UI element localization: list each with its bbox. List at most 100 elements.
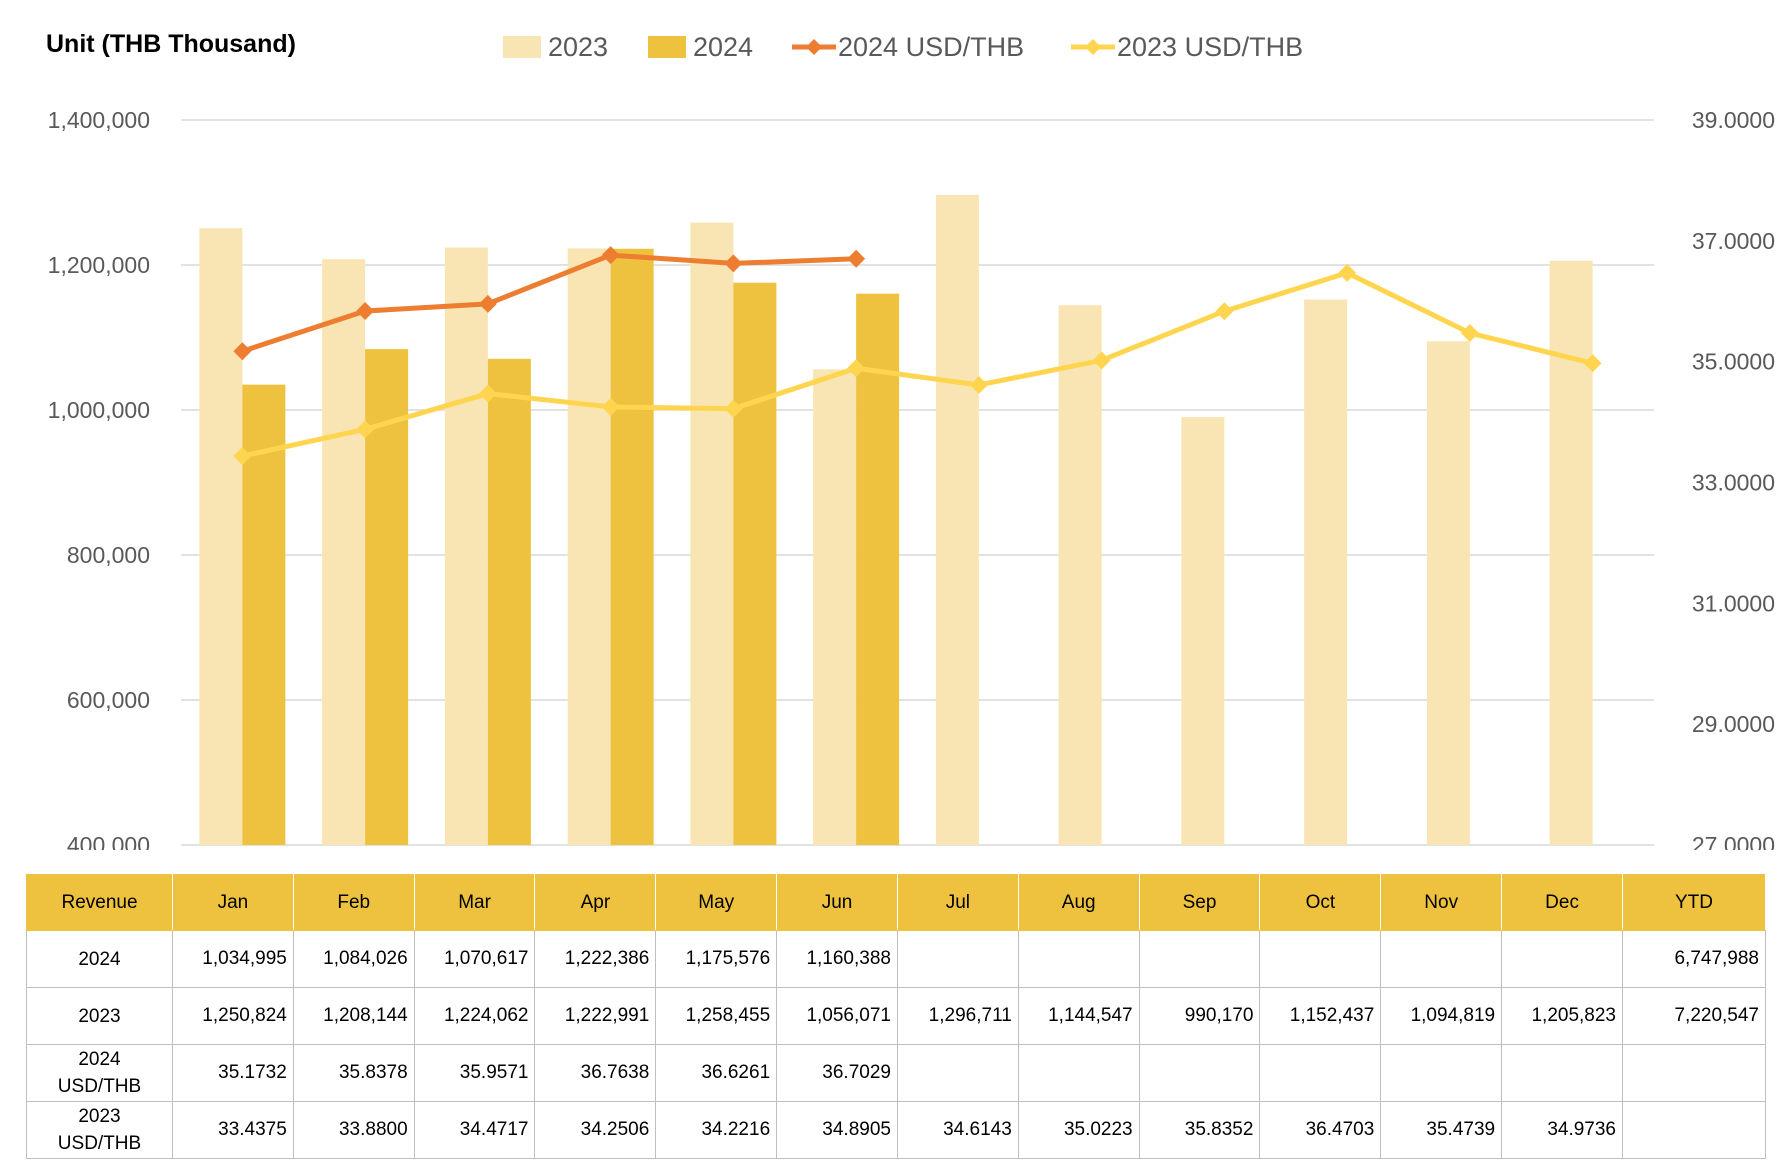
usdthb-2024-line bbox=[241, 252, 857, 354]
legend-marker-2023 bbox=[1085, 39, 1101, 55]
table-header-revenue: Revenue bbox=[26, 874, 173, 931]
table-cell: 35.4739 bbox=[1380, 1101, 1503, 1159]
table-cell: 36.7638 bbox=[534, 1044, 657, 1102]
table-cell: 36.4703 bbox=[1259, 1101, 1382, 1159]
table-cell bbox=[1259, 930, 1382, 988]
table-cell bbox=[896, 1044, 1019, 1102]
usdthb-2024-marker bbox=[233, 342, 252, 361]
table-cell: 35.8352 bbox=[1138, 1101, 1261, 1159]
table-cell: 35.8378 bbox=[292, 1044, 415, 1102]
table-cell: 1,056,071 bbox=[776, 987, 898, 1045]
table-cell: 1,258,455 bbox=[655, 987, 778, 1045]
table-cell: 7,220,547 bbox=[1622, 987, 1766, 1045]
usdthb-2024-marker bbox=[724, 254, 743, 273]
table-row: 2023 1,250,824 1,208,144 1,224,062 1,222,991… bbox=[26, 987, 1766, 1045]
table-cell bbox=[1259, 1044, 1382, 1102]
table-cell: 1,224,062 bbox=[413, 987, 536, 1045]
table-cell: 1,175,576 bbox=[655, 930, 778, 988]
table-header-may: May bbox=[655, 874, 778, 931]
usdthb-2024-marker bbox=[601, 246, 620, 265]
table-cell bbox=[1622, 1101, 1766, 1159]
table-header-ytd: YTD bbox=[1622, 874, 1766, 931]
usdthb-2023-line bbox=[241, 270, 1594, 459]
table-cell bbox=[1380, 1044, 1503, 1102]
table-cell bbox=[1380, 930, 1503, 988]
bar-2023 bbox=[1426, 341, 1470, 845]
row-label: 2023 USD/THB bbox=[26, 1101, 173, 1159]
table-header-jul: Jul bbox=[896, 874, 1019, 931]
table-cell: 1,144,547 bbox=[1017, 987, 1140, 1045]
legend-label-2023: 2023 bbox=[548, 32, 608, 62]
usdthb-2023-marker bbox=[724, 399, 743, 418]
bar-2024 bbox=[365, 349, 409, 845]
table-row: 2024 USD/THB 35.1732 35.8378 35.9571 36.7638 3… bbox=[26, 1044, 1766, 1102]
row-label: 2024 USD/THB bbox=[26, 1044, 173, 1102]
table-cell bbox=[1622, 1044, 1766, 1102]
usdthb-2023-marker bbox=[847, 359, 866, 378]
bar-2024 bbox=[487, 358, 531, 845]
bar-2023 bbox=[690, 222, 734, 846]
table-cell: 1,205,823 bbox=[1501, 987, 1623, 1045]
y-right-tick-label: 33.0000 bbox=[1692, 470, 1775, 496]
usdthb-2024-marker bbox=[356, 302, 375, 321]
table-cell: 33.8800 bbox=[292, 1101, 415, 1159]
legend-swatch-2024 bbox=[648, 36, 686, 58]
table-cell: 35.1732 bbox=[172, 1044, 294, 1102]
y-left-tick-label: 1,200,000 bbox=[48, 252, 150, 278]
y-left-tick-label: 1,000,000 bbox=[48, 397, 150, 423]
table-header-dec: Dec bbox=[1501, 874, 1623, 931]
bar-2023 bbox=[199, 228, 243, 846]
bar-2023 bbox=[567, 248, 611, 845]
table-cell bbox=[1501, 1044, 1623, 1102]
table-cell bbox=[1501, 930, 1623, 988]
legend-label-2023-usdthb: 2023 USD/THB bbox=[1117, 32, 1303, 62]
bar-2023 bbox=[1549, 260, 1593, 845]
table-cell: 1,094,819 bbox=[1380, 987, 1503, 1045]
table-cell bbox=[1017, 930, 1140, 988]
bar-2023 bbox=[813, 369, 857, 845]
table-header-apr: Apr bbox=[534, 874, 657, 931]
table-cell bbox=[1017, 1044, 1140, 1102]
table-header-mar: Mar bbox=[413, 874, 536, 931]
table-cell: 36.6261 bbox=[655, 1044, 778, 1102]
table-cell: 1,152,437 bbox=[1259, 987, 1382, 1045]
table-cell bbox=[1138, 1044, 1261, 1102]
y-left-tick-label: 1,400,000 bbox=[48, 107, 150, 133]
table-header-jan: Jan bbox=[172, 874, 294, 931]
usdthb-2024-marker bbox=[478, 294, 497, 313]
table-header-jun: Jun bbox=[776, 874, 898, 931]
y-right-tick-label: 39.0000 bbox=[1692, 107, 1775, 133]
bar-2023 bbox=[1181, 417, 1225, 845]
usdthb-2023-marker bbox=[1215, 302, 1234, 321]
table-cell: 1,160,388 bbox=[776, 930, 898, 988]
table-cell: 6,747,988 bbox=[1622, 930, 1766, 988]
bar-2024 bbox=[242, 384, 286, 845]
row-label: 2024 bbox=[26, 930, 173, 988]
y-left-tick-label: 600,000 bbox=[67, 687, 150, 713]
table-cell: 1,296,711 bbox=[896, 987, 1019, 1045]
table-cell bbox=[1138, 930, 1261, 988]
table-cell: 34.2216 bbox=[655, 1101, 778, 1159]
table-cell: 34.9736 bbox=[1501, 1101, 1623, 1159]
row-label: 2023 bbox=[26, 987, 173, 1045]
usdthb-2023-marker bbox=[601, 397, 620, 416]
bar-2024 bbox=[733, 282, 777, 845]
legend-label-2024-usdthb: 2024 USD/THB bbox=[838, 32, 1024, 62]
usdthb-2024-marker bbox=[847, 249, 866, 268]
table-header-aug: Aug bbox=[1017, 874, 1140, 931]
y-right-tick-label: 29.0000 bbox=[1692, 711, 1775, 737]
table-header-oct: Oct bbox=[1259, 874, 1382, 931]
table-header-sep: Sep bbox=[1138, 874, 1261, 931]
usdthb-2023-marker bbox=[356, 420, 375, 439]
table-cell bbox=[896, 930, 1019, 988]
table-cell: 34.8905 bbox=[776, 1101, 898, 1159]
usdthb-2023-marker bbox=[1460, 324, 1479, 343]
bar-2023 bbox=[1304, 299, 1348, 846]
bar-2024 bbox=[610, 248, 654, 846]
bar-2024 bbox=[856, 293, 900, 845]
revenue-table: Revenue Jan Feb Mar Apr May Jun Jul Aug Sep Oct Nov… bbox=[26, 874, 1766, 1159]
y-left-tick-label: 800,000 bbox=[67, 542, 150, 568]
y-right-tick-label: 35.0000 bbox=[1692, 349, 1775, 375]
table-cell: 34.4717 bbox=[413, 1101, 536, 1159]
unit-label: Unit (THB Thousand) bbox=[46, 30, 296, 58]
